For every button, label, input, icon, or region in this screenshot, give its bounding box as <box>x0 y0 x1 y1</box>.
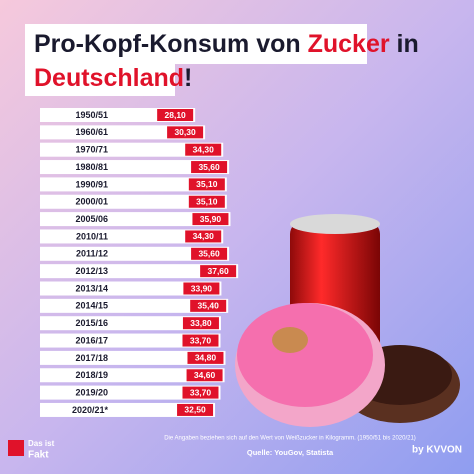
chart-title: Deutschland! <box>34 64 192 92</box>
title-part: Zucker <box>308 30 390 58</box>
category-label: 2020/21* <box>72 405 109 415</box>
value-label-box <box>188 195 225 208</box>
value-label-box <box>182 386 219 399</box>
value-label-box <box>167 126 204 139</box>
category-label: 1970/71 <box>75 145 108 155</box>
title-part: Deutschland <box>34 64 184 92</box>
bar <box>40 402 216 417</box>
category-label: 1950/51 <box>75 110 108 120</box>
bar <box>40 264 239 279</box>
value-label-box <box>177 403 214 416</box>
bar <box>40 194 227 209</box>
value-label-box <box>182 334 219 347</box>
value-label-box <box>187 351 224 364</box>
category-label: 1960/61 <box>75 127 108 137</box>
logo: Das ist <box>28 439 55 448</box>
title-part: Pro-Kopf-Konsum von <box>34 30 301 58</box>
title-part: in <box>397 30 419 58</box>
category-label: 2018/19 <box>75 370 108 380</box>
bar <box>40 368 225 383</box>
value-label: 34,30 <box>193 144 215 154</box>
category-label: 2014/15 <box>75 301 108 311</box>
value-label-box <box>183 282 220 295</box>
source: Quelle: YouGov, Statista <box>247 448 334 457</box>
logo-icon <box>8 440 24 456</box>
bar <box>40 125 206 140</box>
value-label: 35,40 <box>198 301 220 311</box>
category-label: 1980/81 <box>75 162 108 172</box>
bar <box>40 350 226 365</box>
category-label: 2000/01 <box>75 197 108 207</box>
value-label: 35,10 <box>196 179 218 189</box>
value-label-box <box>186 369 223 382</box>
category-label: 2010/11 <box>76 231 108 241</box>
bar <box>40 385 221 400</box>
category-label: 2013/14 <box>75 283 108 293</box>
category-label: 1990/91 <box>75 179 108 189</box>
brand: by KVVON <box>412 445 462 456</box>
value-label: 32,50 <box>184 405 206 415</box>
category-label: 2019/20 <box>75 387 108 397</box>
value-label: 34,60 <box>194 370 216 380</box>
category-label: 2015/16 <box>75 318 108 328</box>
value-label-box <box>200 265 237 278</box>
category-label: 2016/17 <box>75 335 108 345</box>
value-label: 35,90 <box>200 214 222 224</box>
bar <box>40 108 196 122</box>
value-label-box <box>192 213 229 226</box>
bar <box>40 212 231 227</box>
category-label: 2011/12 <box>76 249 108 259</box>
value-label: 37,60 <box>207 266 229 276</box>
value-label: 35,60 <box>198 162 220 172</box>
value-label-box <box>185 230 222 243</box>
bar <box>40 298 229 313</box>
bar <box>40 229 224 244</box>
title-part: ! <box>184 64 192 92</box>
logo: Fakt <box>28 450 49 461</box>
value-label: 35,60 <box>198 249 220 259</box>
category-label: 2005/06 <box>75 214 108 224</box>
bar <box>40 160 230 175</box>
bar <box>40 246 230 261</box>
value-label-box <box>157 109 194 121</box>
value-label-box <box>190 299 227 312</box>
footnote: Die Angaben beziehen sich auf den Wert v… <box>164 436 416 442</box>
value-label: 30,30 <box>174 127 196 137</box>
value-label-box <box>191 161 228 174</box>
bar <box>40 333 221 348</box>
illustration <box>235 214 460 427</box>
value-label: 35,10 <box>196 197 218 207</box>
value-label: 34,80 <box>195 353 217 363</box>
value-label: 34,30 <box>193 231 215 241</box>
value-label: 33,80 <box>190 318 212 328</box>
value-label-box <box>185 143 222 156</box>
category-label: 2012/13 <box>75 266 108 276</box>
value-label-box <box>191 247 228 260</box>
value-label-box <box>182 317 219 330</box>
title-box <box>25 60 175 96</box>
title-box <box>25 24 367 64</box>
value-label: 33,70 <box>190 387 212 397</box>
bar <box>40 281 222 296</box>
bar <box>40 316 221 331</box>
value-label: 28,10 <box>165 110 187 120</box>
category-label: 2017/18 <box>75 353 108 363</box>
value-label: 33,70 <box>190 335 212 345</box>
chart-title: Pro-Kopf-Konsum von Zucker in <box>34 30 419 58</box>
bar <box>40 177 227 192</box>
value-label-box <box>188 178 225 191</box>
bar <box>40 142 224 157</box>
value-label: 33,90 <box>191 283 213 293</box>
